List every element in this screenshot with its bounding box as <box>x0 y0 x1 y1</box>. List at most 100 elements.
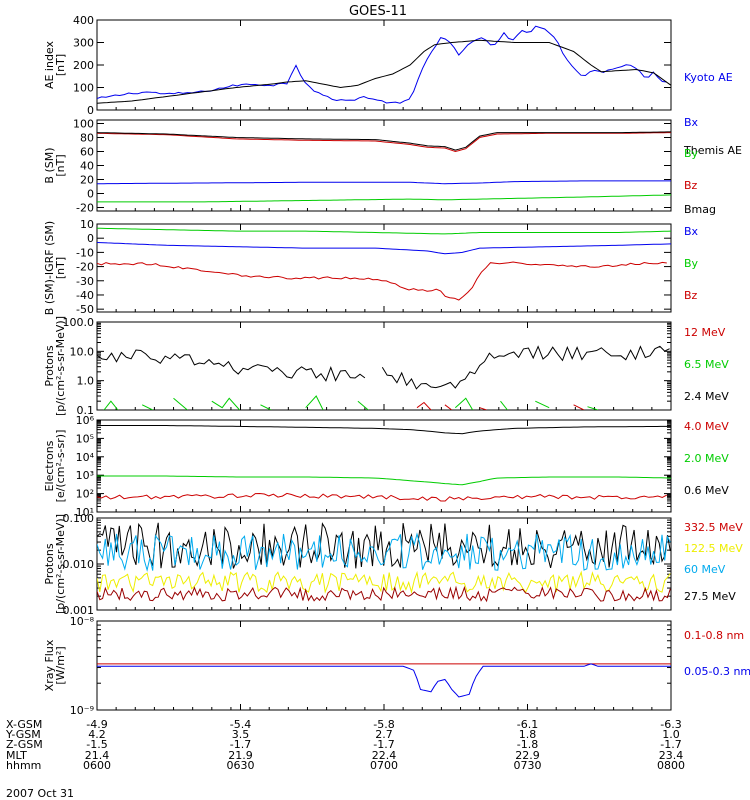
x-tick-value: 0630 <box>227 759 255 772</box>
y-tick-label: -20 <box>76 261 94 274</box>
y-axis-title: B (SM) <box>43 147 56 183</box>
y-tick-label: 10 <box>80 218 94 231</box>
series-line-bx <box>97 242 671 255</box>
y-tick-label: 10⁻⁸ <box>70 615 95 628</box>
series-line-by <box>97 227 671 235</box>
legend-label: Kyoto AE <box>684 71 733 84</box>
x-tick-value: 0600 <box>83 759 111 772</box>
y-axis-title: [nT] <box>54 154 67 176</box>
series-line-12-mev <box>479 407 487 410</box>
legend-label: 0.1-0.8 nm <box>684 629 744 642</box>
y-tick-label: 10⁴ <box>76 451 95 464</box>
x-row-label: hhmm <box>6 759 41 772</box>
series-line-6-5-mev <box>141 404 153 410</box>
y-tick-label: 10⁶ <box>76 414 95 427</box>
panel-frame <box>96 19 672 111</box>
x-tick-value: 21.4 <box>85 749 110 762</box>
y-tick-label: 100 <box>73 118 94 131</box>
legend-label: 0.05-0.3 nm <box>684 665 750 678</box>
y-axis-title: [p/(cm²-s-sr-MeV)] <box>54 514 67 614</box>
y-tick-label: 60 <box>80 146 94 159</box>
plot-area <box>97 522 671 603</box>
x-tick-value: -5.8 <box>373 718 394 731</box>
y-axis-title: AE index <box>43 40 56 89</box>
x-tick-value: 1.0 <box>662 728 680 741</box>
panel-frame <box>96 321 672 411</box>
series-line-0-6-mev <box>97 425 671 435</box>
plot-area <box>97 345 670 410</box>
legend-label: Bz <box>684 179 698 192</box>
x-tick-value: 1.8 <box>519 728 537 741</box>
x-tick-value: -6.3 <box>660 718 681 731</box>
series-line-bmag <box>97 131 671 151</box>
plot-area <box>97 227 671 301</box>
plot-area <box>97 425 671 502</box>
series-line-60-mev <box>97 532 671 572</box>
y-tick-label: 300 <box>73 37 94 50</box>
y-tick-label: 10¹ <box>76 506 94 519</box>
y-axis-title: [p/(cm²-s-sr-MeV)] <box>54 316 67 416</box>
x-tick-value: 3.5 <box>232 728 250 741</box>
panel-xray: 10⁻⁹ 10⁻⁸ Xray Flux[W/m²] 0.1-0.8 nm 0.05-0.… <box>43 615 750 717</box>
series-line-6-5-mev <box>260 404 272 410</box>
y-tick-label: 200 <box>73 59 94 72</box>
y-tick-label: 20 <box>80 174 94 187</box>
y-tick-label: 100 <box>73 82 94 95</box>
series-line-12-mev <box>444 404 453 410</box>
y-tick-label: -40 <box>76 289 94 302</box>
series-line-12-mev <box>416 401 432 410</box>
series-line-6-5-mev <box>211 397 240 410</box>
series-line-27-5-mev <box>97 585 671 603</box>
series-line-6-5-mev <box>357 400 369 410</box>
y-tick-label: 0.010 <box>63 558 95 571</box>
y-tick-label: -30 <box>76 275 94 288</box>
y-tick-label: -10 <box>76 246 94 259</box>
y-tick-label: 10.0 <box>70 345 95 358</box>
y-tick-label: 80 <box>80 132 94 145</box>
x-tick-value: 23.4 <box>659 749 684 762</box>
series-line-2-4-mev <box>381 345 670 390</box>
x-tick-value: 21.9 <box>228 749 253 762</box>
x-tick-value: 4.2 <box>88 728 106 741</box>
x-tick-value: 22.4 <box>372 749 397 762</box>
y-tick-label: 100.0 <box>63 316 95 329</box>
legend-label: 122.5 MeV <box>684 542 743 555</box>
series-line-bz <box>97 132 671 153</box>
x-row-label: MLT <box>6 749 27 762</box>
plot-area <box>97 663 671 698</box>
legend-label: 332.5 MeV <box>684 521 743 534</box>
plot-area <box>97 131 671 203</box>
series-line-6-5-mev <box>305 395 324 410</box>
x-row-label: Y-GSM <box>5 728 41 741</box>
y-tick-label: 10³ <box>76 469 94 482</box>
y-axis-title: Protons <box>43 543 56 584</box>
legend-label: Themis AE <box>683 144 742 157</box>
legend-label: Bx <box>684 116 699 129</box>
series-line-332-5-mev <box>97 522 671 569</box>
series-line-6-5-mev <box>103 400 119 410</box>
panel-frame <box>96 419 672 513</box>
x-tick-value: -1.7 <box>230 738 251 751</box>
x-tick-value: 0800 <box>657 759 685 772</box>
legend-label: 6.5 MeV <box>684 358 729 371</box>
y-tick-label: 400 <box>73 14 94 27</box>
legend-label: 60 MeV <box>684 563 726 576</box>
x-tick-value: -4.9 <box>86 718 107 731</box>
legend-label: By <box>684 147 699 160</box>
series-line-themis-ae <box>97 39 671 104</box>
series-line-2-4-mev <box>97 349 366 382</box>
legend-label: Bz <box>684 289 698 302</box>
x-tick-value: -6.1 <box>517 718 538 731</box>
series-line-6-5-mev <box>500 400 508 410</box>
x-row-label: Z-GSM <box>6 738 43 751</box>
y-axis-title: [nT] <box>54 54 67 76</box>
x-tick-value: 0730 <box>514 759 542 772</box>
legend-label: 12 MeV <box>684 326 726 339</box>
series-line-bz <box>97 261 667 301</box>
y-axis-title: Xray Flux <box>43 639 56 691</box>
series-line-6-5-mev <box>587 406 599 410</box>
series-line-4-0-mev <box>97 492 668 502</box>
series-line-6-5-mev <box>173 397 188 410</box>
